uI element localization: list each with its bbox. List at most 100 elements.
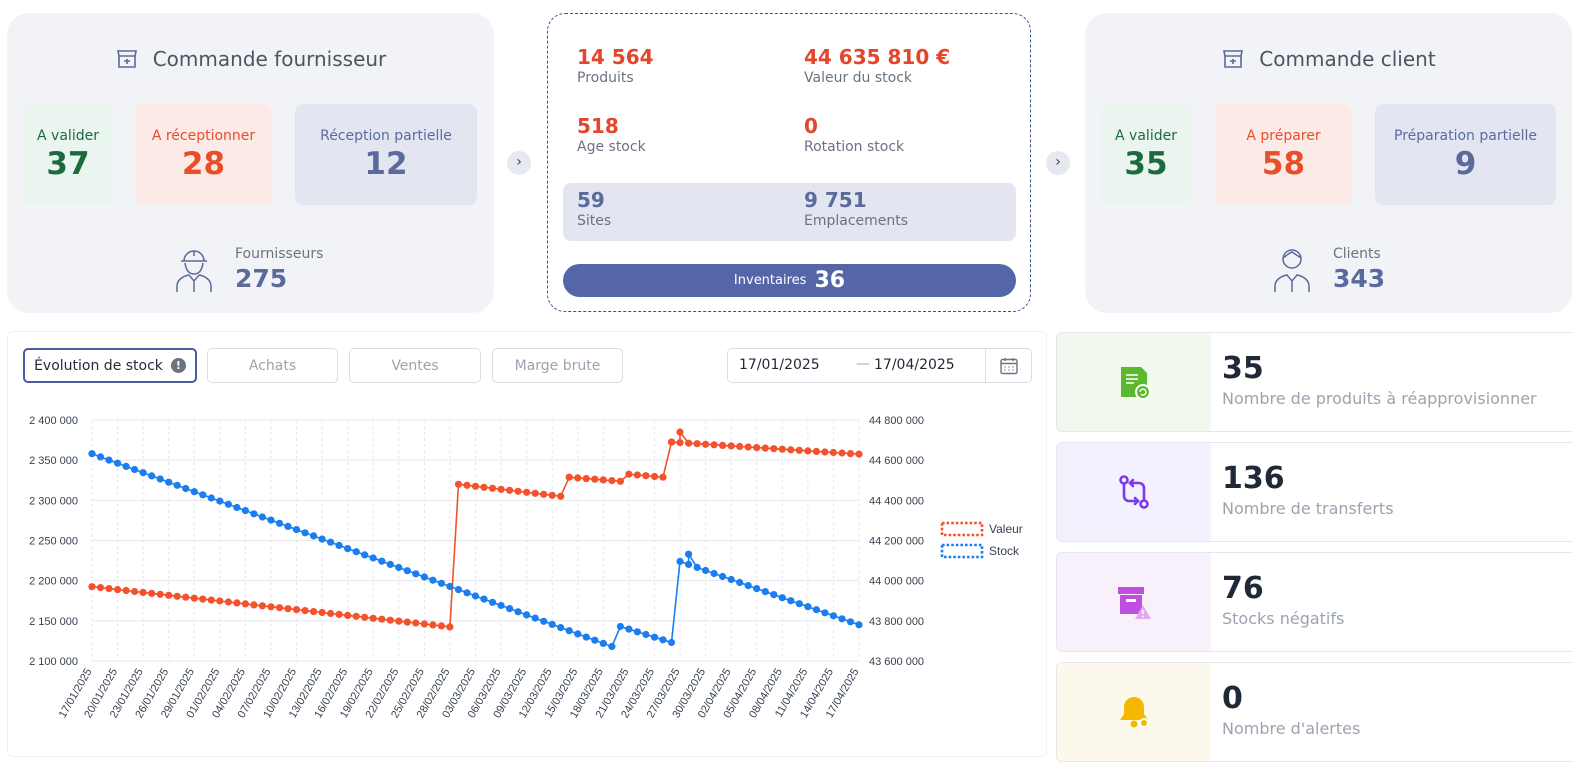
data-point (446, 582, 454, 591)
data-point (770, 591, 778, 599)
data-point (327, 609, 335, 618)
data-point (369, 614, 377, 622)
data-point (182, 593, 190, 601)
tab-stock-evolution[interactable]: Évolution de stock ! (23, 348, 197, 383)
data-point (275, 604, 284, 612)
data-point (114, 586, 122, 594)
data-point (131, 587, 139, 596)
client-person-icon (1274, 249, 1310, 292)
data-point (437, 579, 445, 587)
data-point (650, 472, 659, 481)
data-point (702, 440, 710, 448)
y-right-tick-label: 44 200 000 (869, 536, 924, 548)
stock-age-label: Age stock (577, 139, 646, 155)
data-point (361, 551, 369, 559)
data-point (165, 478, 173, 486)
date-range-picker[interactable]: 17/01/2025 — 17/04/2025 (727, 348, 1032, 383)
sites-locations-box[interactable]: 59 Sites 9 751 Emplacements (563, 183, 1016, 241)
data-point (403, 567, 411, 575)
stat-value: 12 (364, 145, 408, 182)
data-point (838, 449, 846, 457)
supplier-order-title: Commande fournisseur (7, 47, 494, 71)
data-point (608, 642, 616, 651)
data-point (633, 471, 642, 479)
data-point (96, 453, 105, 461)
data-point (804, 603, 812, 611)
supplier-to-validate[interactable]: A valider 37 (23, 104, 113, 205)
y-right-tick-label: 43 600 000 (869, 656, 924, 668)
client-to-prepare[interactable]: A préparer 58 (1215, 104, 1352, 205)
data-point (156, 475, 164, 483)
data-point (633, 628, 642, 636)
stat-value: 28 (181, 145, 226, 182)
client-partial-preparation[interactable]: Préparation partielle 9 (1375, 104, 1556, 205)
data-point (207, 494, 215, 502)
info-icon[interactable]: ! (170, 358, 186, 373)
sites-value: 59 (577, 188, 605, 212)
suppliers-count[interactable]: Fournisseurs 275 (173, 245, 323, 293)
data-point (139, 469, 147, 477)
clients-count[interactable]: Clients 343 (1271, 245, 1385, 293)
data-point (488, 598, 497, 606)
tab-gross-margin[interactable]: Marge brute (492, 348, 623, 383)
data-point (412, 619, 420, 627)
data-point (335, 610, 343, 618)
data-point (233, 599, 241, 607)
data-point (352, 548, 360, 556)
data-point (761, 588, 769, 596)
date-from[interactable]: 17/01/2025 (739, 357, 820, 373)
data-point (676, 557, 684, 565)
stock-summary-card: 14 564 Produits 44 635 810 € Valeur du s… (547, 13, 1031, 312)
data-point (96, 584, 105, 592)
chevron-right-icon[interactable]: › (1046, 151, 1070, 175)
supplier-to-receive[interactable]: A réceptionner 28 (135, 104, 272, 205)
clients-value: 343 (1333, 263, 1386, 293)
client-order-title: Commande client (1085, 47, 1572, 71)
data-point (795, 446, 803, 454)
transfers-label: Nombre de transferts (1222, 499, 1394, 518)
data-point (258, 602, 266, 610)
data-point (497, 485, 505, 493)
tab-sales[interactable]: Ventes (349, 348, 481, 383)
stat-value: 9 (1454, 145, 1477, 182)
y-right-tick-label: 44 600 000 (869, 455, 924, 467)
client-to-validate[interactable]: A valider 35 (1101, 104, 1191, 205)
negative-stocks-card[interactable]: 76 Stocks négatifs (1056, 552, 1572, 652)
data-point (770, 445, 778, 453)
stat-label: Préparation partielle (1394, 127, 1537, 144)
suppliers-value: 275 (235, 263, 288, 293)
products-value: 14 564 (577, 45, 654, 69)
data-point (514, 487, 522, 495)
data-point (838, 615, 846, 623)
transfers-card[interactable]: 136 Nombre de transferts (1056, 442, 1572, 542)
data-point (719, 441, 727, 449)
data-point (506, 486, 514, 494)
legend-label: Stock (989, 544, 1020, 558)
calendar-icon[interactable] (985, 349, 1031, 382)
data-point (855, 621, 863, 629)
tab-purchases[interactable]: Achats (207, 348, 338, 383)
data-point (224, 500, 232, 508)
suppliers-label: Fournisseurs (235, 245, 324, 262)
stock-age-kpi: 518 Age stock (577, 114, 646, 155)
data-point (241, 507, 249, 515)
stat-label: A valider (1115, 127, 1177, 144)
supplier-partial-reception[interactable]: Réception partielle 12 (295, 104, 477, 205)
bell-icon (1120, 697, 1149, 728)
data-point (122, 462, 130, 470)
restock-products-card[interactable]: 35 Nombre de produits à réapprovisionner (1056, 332, 1572, 432)
data-point (846, 450, 855, 458)
data-point (685, 439, 693, 447)
data-point (795, 600, 803, 608)
data-point (173, 592, 181, 600)
data-point (344, 611, 352, 619)
date-to[interactable]: 17/04/2025 (874, 357, 955, 373)
data-point (821, 448, 829, 456)
alerts-card[interactable]: 0 Nombre d'alertes (1056, 662, 1572, 762)
inventories-button[interactable]: Inventaires 36 (563, 264, 1016, 297)
chevron-right-icon[interactable]: › (507, 151, 531, 175)
data-point (642, 472, 650, 480)
data-point (514, 608, 522, 616)
data-point (420, 620, 428, 628)
data-point (540, 617, 548, 625)
